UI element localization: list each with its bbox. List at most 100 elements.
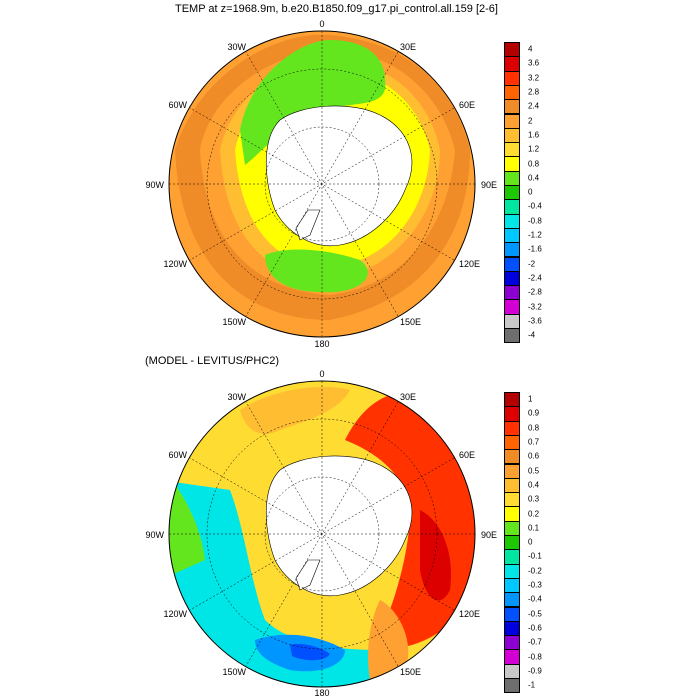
lon-label-90w: 90W xyxy=(145,180,164,190)
colorbar-level-label: 4 xyxy=(528,44,533,54)
lon-label-60w: 60W xyxy=(168,100,187,110)
colorbar-level-label: -2 xyxy=(528,259,536,269)
colorbar-level-label: 0.5 xyxy=(528,466,540,476)
colorbar-level-label: 2.8 xyxy=(528,87,540,97)
colorbar-level-label: -0.3 xyxy=(528,580,542,590)
colorbar-box xyxy=(504,170,520,186)
lon-label-150e: 150E xyxy=(400,317,422,327)
colorbar-level-label: 0.2 xyxy=(528,509,540,519)
colorbar-box xyxy=(504,185,520,201)
antarctic-peninsula xyxy=(295,559,321,591)
colorbar-level-label: -0.7 xyxy=(528,637,542,647)
difference-map-panel: (MODEL - LEVITUS/PHC2) 0 30E 60 xyxy=(0,350,700,700)
colorbar-box xyxy=(504,113,520,129)
colorbar-box xyxy=(504,649,520,665)
ross-sea-core-anomaly xyxy=(290,644,330,661)
colorbar-box xyxy=(504,299,520,315)
antarctica-landmass xyxy=(266,105,413,247)
colorbar-level-label: 3.6 xyxy=(528,58,540,68)
colorbar-level-label: 2 xyxy=(528,116,533,126)
colorbar-box xyxy=(504,256,520,272)
colorbar-level-label: 1 xyxy=(528,394,533,404)
lon-label-180: 180 xyxy=(314,688,330,698)
colorbar-level-label: 3.2 xyxy=(528,73,540,83)
colorbar-level-label: -0.8 xyxy=(528,652,542,662)
colorbar-level-label: -0.9 xyxy=(528,666,542,676)
colorbar-level-label: -1.6 xyxy=(528,244,542,254)
colorbar-box xyxy=(504,199,520,215)
lon-label-90e: 90E xyxy=(481,530,498,540)
colorbar-box xyxy=(504,227,520,244)
lon-label-60e: 60E xyxy=(459,100,476,110)
colorbar-level-label: -0.1 xyxy=(528,551,542,561)
lon-label-90e: 90E xyxy=(481,180,498,190)
antarctic-peninsula xyxy=(295,209,321,241)
lon-label-120w: 120W xyxy=(163,259,187,269)
polar-stereographic-map xyxy=(168,380,476,688)
colorbar-level-label: 0.8 xyxy=(528,423,540,433)
lon-label-0: 0 xyxy=(319,19,325,29)
colorbar xyxy=(504,42,520,344)
colorbar-level-label: -2.8 xyxy=(528,287,542,297)
colorbar-level-label: -0.8 xyxy=(528,216,542,226)
colorbar-level-label: -1 xyxy=(528,680,536,690)
colorbar-box xyxy=(504,577,520,594)
colorbar-box xyxy=(504,406,520,422)
colorbar-level-label: 0.8 xyxy=(528,159,540,169)
colorbar-box xyxy=(504,142,520,158)
colorbar-box xyxy=(504,549,520,565)
map-boundary xyxy=(168,30,476,338)
map-title: TEMP at z=1968.9m, b.e20.B1850.f09_g17.p… xyxy=(175,3,498,15)
colorbar-level-label: -0.2 xyxy=(528,566,542,576)
colorbar-box xyxy=(504,328,520,344)
lon-label-120w: 120W xyxy=(163,609,187,619)
lon-label-60w: 60W xyxy=(168,450,187,460)
lon-label-0: 0 xyxy=(319,369,325,379)
colorbar-level-label: -0.5 xyxy=(528,609,542,619)
colorbar-box xyxy=(504,156,520,172)
colorbar-box xyxy=(504,70,520,86)
colorbar-level-label: -2.4 xyxy=(528,273,542,283)
colorbar-level-label: 0.6 xyxy=(528,451,540,461)
colorbar-box xyxy=(504,663,520,679)
colorbar-box xyxy=(504,42,520,58)
colorbar-box xyxy=(504,678,520,694)
colorbar-level-label: 0.4 xyxy=(528,173,540,183)
colorbar-box xyxy=(504,606,520,622)
map-boundary xyxy=(168,380,476,688)
colorbar-box xyxy=(504,242,520,258)
colorbar-box xyxy=(504,84,520,101)
lon-label-150w: 150W xyxy=(222,667,246,677)
lon-label-30w: 30W xyxy=(227,42,246,52)
colorbar-box xyxy=(504,313,520,329)
lon-label-120e: 120E xyxy=(459,609,481,619)
meridian-lines xyxy=(169,31,475,337)
pacific-negative-anomaly xyxy=(169,480,400,687)
colorbar-box xyxy=(504,635,520,651)
colorbar-box xyxy=(504,492,520,508)
lon-label-150e: 150E xyxy=(400,667,422,677)
colorbar-level-label: 0 xyxy=(528,187,533,197)
lon-label-30e: 30E xyxy=(400,392,417,402)
indian-ocean-core-anomaly xyxy=(420,510,451,601)
lon-label-90w: 90W xyxy=(145,530,164,540)
colorbar-box xyxy=(504,127,520,144)
colorbar-box xyxy=(504,434,520,451)
colorbar-box xyxy=(504,392,520,408)
colorbar-level-label: 0 xyxy=(528,537,533,547)
colorbar-box xyxy=(504,520,520,536)
colorbar-level-label: -1.2 xyxy=(528,230,542,240)
colorbar-level-label: -3.2 xyxy=(528,302,542,312)
lon-label-60e: 60E xyxy=(459,450,476,460)
colorbar-box xyxy=(504,56,520,72)
colorbar-level-label: -4 xyxy=(528,330,536,340)
weddell-sea-anomaly xyxy=(240,386,350,434)
colorbar-box xyxy=(504,99,520,115)
map-title: (MODEL - LEVITUS/PHC2) xyxy=(145,355,280,367)
colorbar xyxy=(504,392,520,694)
lon-label-30e: 30E xyxy=(400,42,417,52)
colorbar-level-label: 1.2 xyxy=(528,144,540,154)
colorbar-level-label: 2.4 xyxy=(528,101,540,111)
colorbar-level-label: 0.4 xyxy=(528,480,540,490)
colorbar-box xyxy=(504,285,520,301)
